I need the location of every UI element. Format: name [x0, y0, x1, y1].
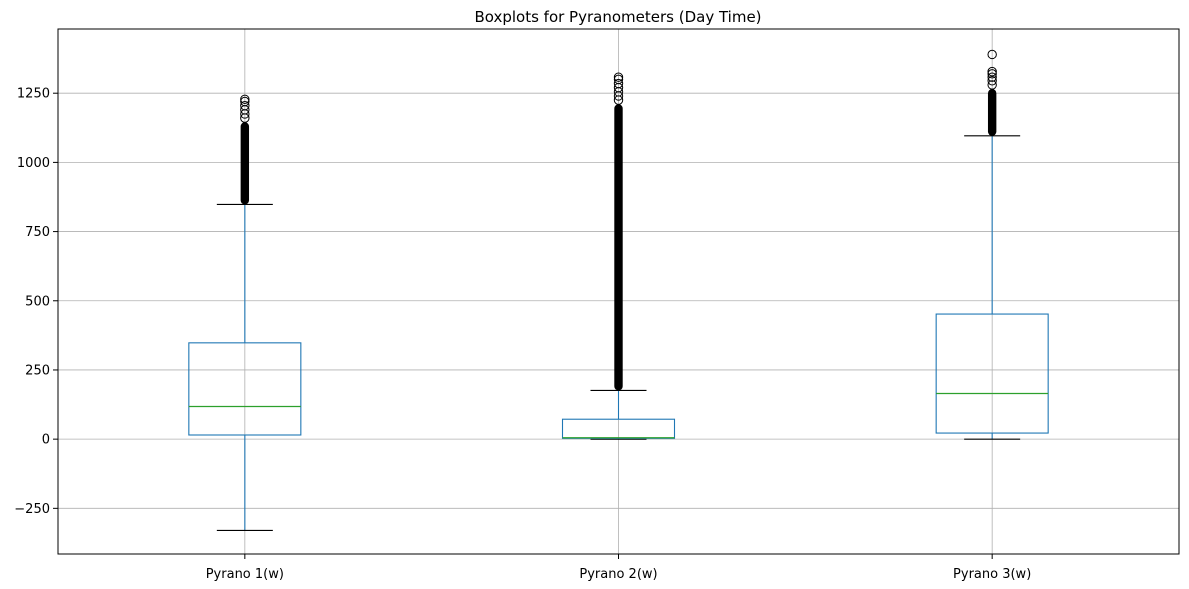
outlier-point: [987, 69, 997, 79]
y-axis: −250 0 250 500 750 1000 1250: [14, 87, 58, 517]
y-tick-label: 0: [42, 433, 50, 448]
y-tick-label: 250: [25, 363, 50, 378]
plot-area: [188, 49, 1049, 532]
x-axis: Pyrano 1(w) Pyrano 2(w) Pyrano 3(w): [206, 554, 1031, 582]
x-tick-label: Pyrano 2(w): [579, 567, 657, 582]
y-tick-label: 1250: [17, 87, 50, 102]
outlier-point: [613, 72, 624, 82]
outlier-point: [240, 100, 250, 111]
outlier-point: [613, 78, 624, 89]
x-tick-label: Pyrano 1(w): [206, 567, 284, 582]
y-tick-label: 1000: [17, 156, 50, 171]
y-tick-label: 750: [25, 225, 50, 240]
outlier-point: [240, 96, 250, 107]
outlier-point: [987, 49, 997, 60]
chart-title: Boxplots for Pyranometers (Day Time): [474, 8, 761, 26]
outlier-point: [987, 66, 997, 77]
box-series: [935, 49, 1049, 440]
box-iqr: [935, 313, 1049, 434]
box-iqr: [188, 342, 302, 436]
outlier-point: [987, 76, 997, 86]
dense-outlier-band: [240, 122, 250, 205]
outlier-point: [613, 74, 624, 85]
box-series: [188, 94, 302, 532]
outlier-point: [987, 80, 997, 90]
dense-outlier-band: [987, 89, 997, 136]
dense-outlier-band: [614, 104, 623, 391]
outlier-point: [987, 72, 997, 82]
outlier-point: [240, 94, 250, 104]
y-tick-label: −250: [14, 502, 50, 517]
y-tick-label: 500: [25, 294, 50, 309]
x-tick-label: Pyrano 3(w): [953, 567, 1031, 582]
box-series: [561, 72, 676, 440]
